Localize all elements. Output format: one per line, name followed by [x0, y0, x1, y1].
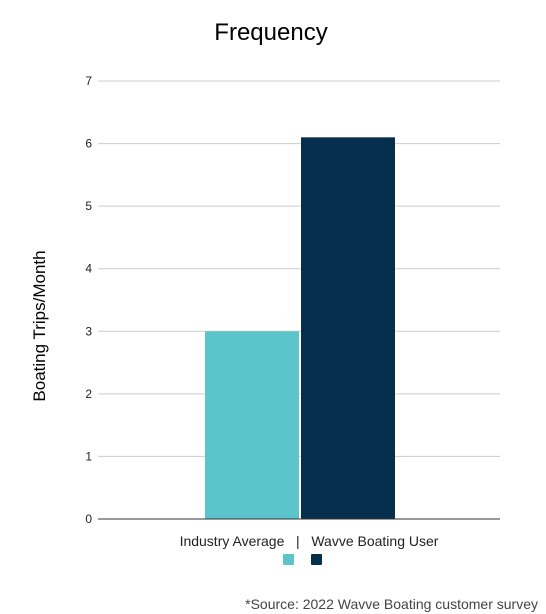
legend-swatch-industry-average [283, 554, 294, 565]
y-tick-label: 5 [85, 199, 92, 213]
y-tick-label: 0 [85, 512, 92, 526]
legend-swatch-wavve-boating-user [311, 554, 322, 565]
source-footnote: *Source: 2022 Wavve Boating customer sur… [245, 596, 538, 612]
y-tick-label: 2 [85, 387, 92, 401]
bar-industry-average [205, 331, 299, 519]
y-tick-label: 4 [85, 262, 92, 276]
bars [205, 137, 395, 520]
y-axis-ticks: 0 1 2 3 4 5 6 7 [85, 74, 92, 526]
x-axis-label: Industry Average | Wavve Boating User [180, 533, 439, 549]
legend [283, 554, 322, 565]
y-tick-label: 6 [85, 137, 92, 151]
y-tick-label: 3 [85, 324, 92, 338]
chart-title: Frequency [214, 19, 327, 46]
y-tick-label: 1 [85, 449, 92, 463]
y-tick-label: 7 [85, 74, 92, 88]
y-axis-label: Boating Trips/Month [30, 250, 49, 401]
bar-wavve-boating-user [301, 137, 395, 520]
